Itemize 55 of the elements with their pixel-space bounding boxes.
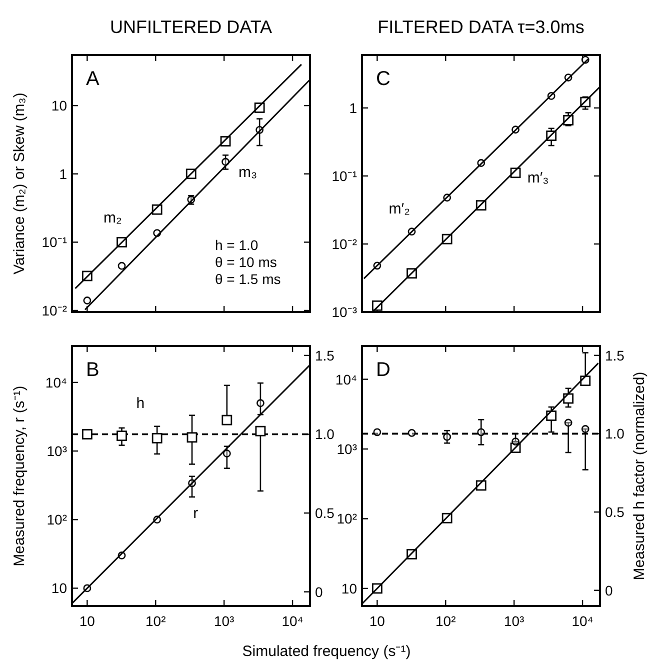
y-tick-label: 10⁻¹: [42, 234, 68, 250]
y-tick-label: 10⁻²: [332, 236, 358, 252]
series-label: r: [193, 505, 198, 522]
chart-title: UNFILTERED DATA: [110, 17, 272, 37]
y-tick-label: 10²: [46, 512, 68, 528]
point: [118, 262, 126, 270]
y-tick-label: 10: [341, 580, 358, 596]
y-tick-label: 10⁴: [45, 374, 67, 390]
y2-tick-label: 1.0: [315, 426, 335, 442]
y-tick-label: 10⁻¹: [332, 168, 358, 184]
point: [222, 450, 231, 458]
y2-axis-title: Measured h factor (normalized): [631, 372, 648, 580]
y-axis-title: Measured frequency, r (s⁻¹): [11, 386, 28, 566]
y-tick-label: 10: [51, 98, 68, 114]
y-tick-label: 1: [59, 166, 68, 182]
x-tick-label: 10³: [214, 613, 235, 629]
series-label: m₃: [238, 164, 258, 181]
annotation: θ = 1.5 ms: [215, 271, 281, 287]
y-axis-title: Variance (m₂) or Skew (m₃): [11, 92, 28, 274]
y-tick-label: 10: [51, 580, 68, 596]
series-label: m′₂: [388, 200, 410, 218]
annotation: B: [86, 359, 100, 381]
annotation: D: [376, 359, 390, 381]
series-label: m′₃: [527, 170, 549, 187]
x-tick-label: 10: [79, 613, 96, 629]
annotation: C: [376, 68, 390, 90]
ref-line-label: h: [136, 395, 145, 412]
y2-tick-label: 0.5: [605, 504, 625, 520]
y-tick-label: 10⁻²: [42, 302, 68, 318]
y2-tick-label: 0: [605, 582, 613, 598]
x-axis-title: Simulated frequency (s⁻¹): [242, 643, 411, 660]
point: [256, 399, 264, 408]
y2-tick-label: 1.0: [605, 426, 625, 442]
x-tick-label: 10: [369, 613, 386, 629]
x-tick-label: 10²: [146, 613, 166, 629]
y2-tick-label: 1.5: [605, 347, 625, 364]
x-tick-label: 10⁴: [572, 613, 594, 629]
x-tick-label: 10⁴: [282, 613, 304, 629]
y-tick-label: 10³: [46, 443, 68, 460]
y-tick-label: 10⁻³: [332, 304, 358, 320]
annotation: θ = 10 ms: [215, 254, 277, 270]
chart-title: FILTERED DATA τ=3.0ms: [378, 17, 584, 37]
x-tick-label: 10³: [504, 613, 525, 629]
y-tick-label: 10⁴: [335, 371, 357, 388]
y2-tick-label: 1.5: [315, 347, 335, 364]
y2-tick-label: 0.5: [315, 505, 335, 522]
point: [83, 296, 92, 304]
y-tick-label: 1: [349, 100, 358, 116]
y-tick-label: 10²: [336, 510, 358, 527]
annotation: A: [86, 68, 100, 90]
y-tick-label: 10³: [336, 440, 358, 457]
x-tick-label: 10²: [436, 613, 456, 629]
y2-tick-label: 0: [315, 584, 323, 600]
series-label: m₂: [103, 209, 122, 226]
annotation: h = 1.0: [215, 237, 258, 253]
